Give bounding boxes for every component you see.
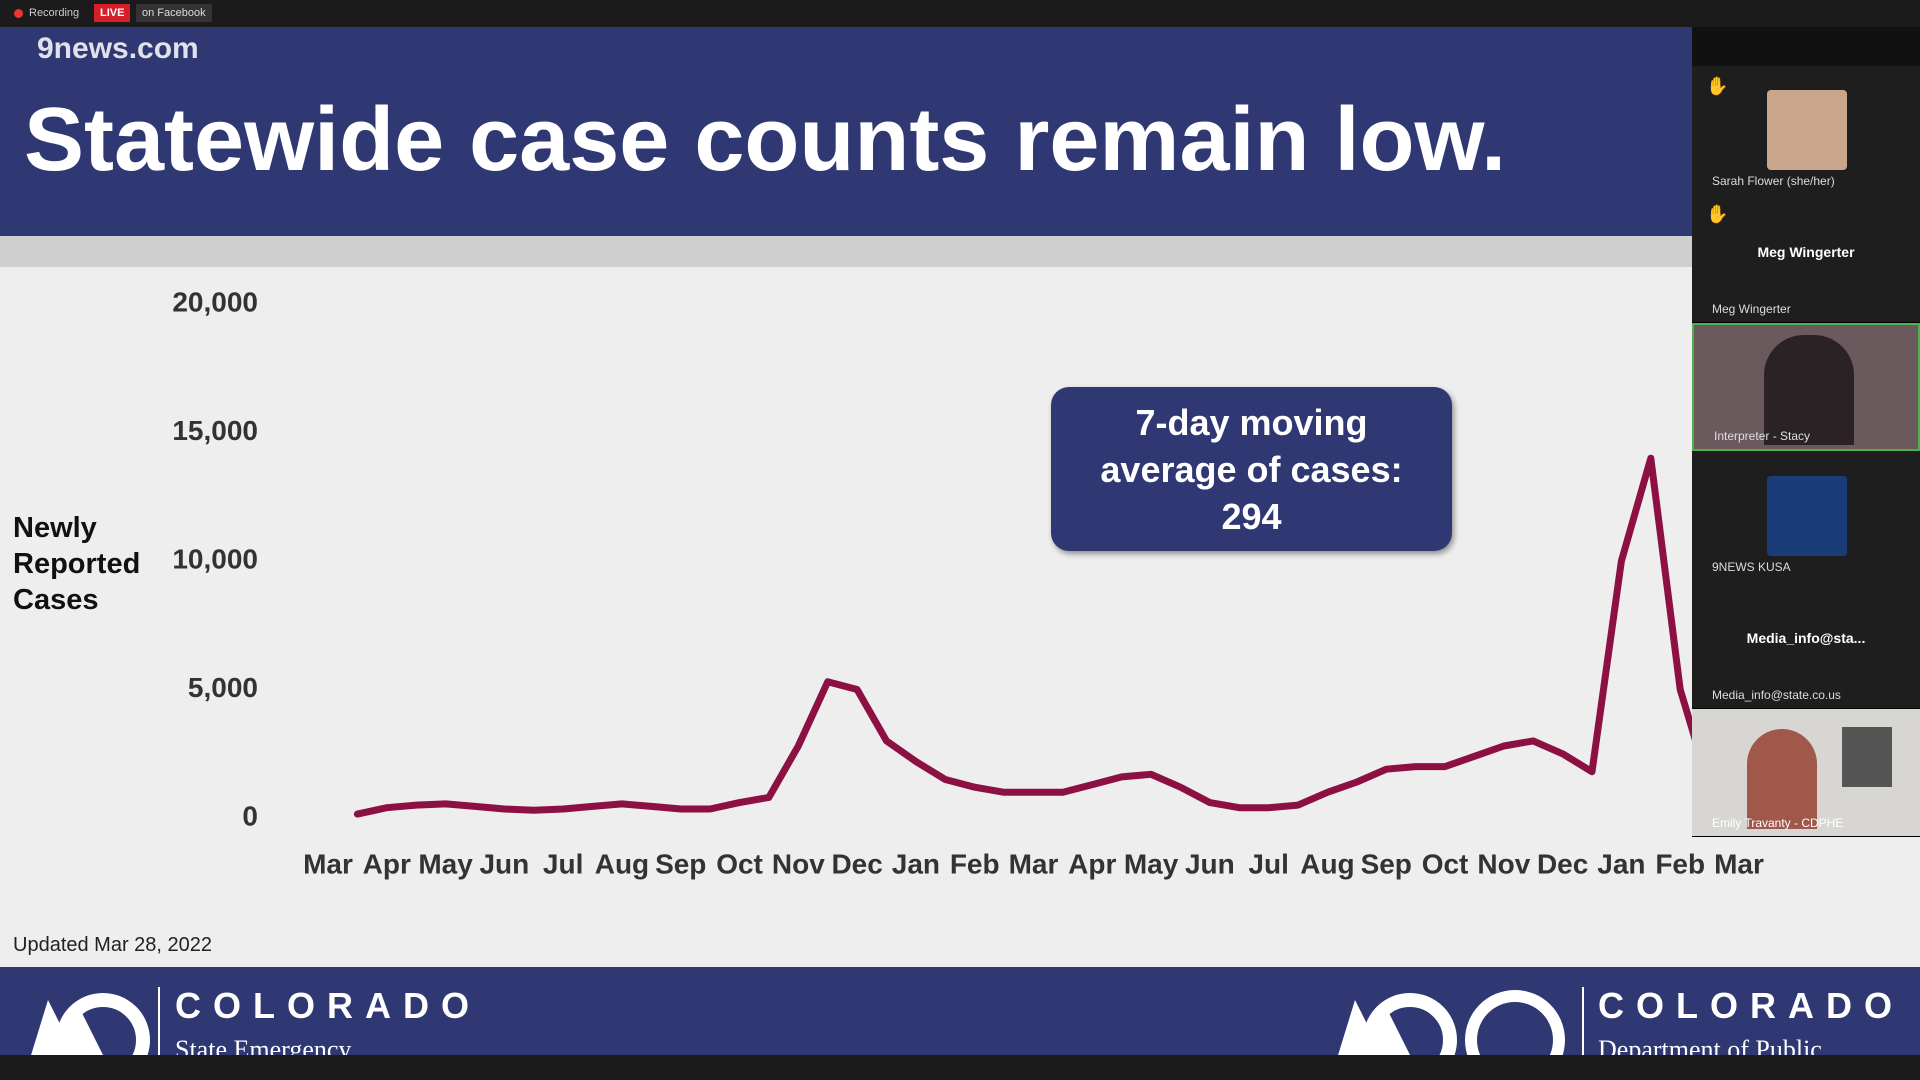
logos-right <box>1338 990 1565 1055</box>
bottom-bar <box>0 1055 1920 1080</box>
title-banner: Statewide case counts remain low. <box>0 27 1692 236</box>
x-tick-label: Nov <box>772 848 825 879</box>
participant-tile[interactable]: Emily Travanty - CDPHE <box>1692 709 1920 837</box>
participant-name: Interpreter - Stacy <box>1714 429 1811 443</box>
participant-tile[interactable]: ✋ Meg Wingerter Meg Wingerter <box>1692 194 1920 323</box>
avatar <box>1767 476 1847 556</box>
participant-display: Meg Wingerter <box>1757 244 1855 260</box>
footer-right-sub: Department of Public <box>1598 1035 1822 1055</box>
participant-name: Meg Wingerter <box>1712 302 1791 316</box>
x-tick-label: Feb <box>1655 848 1705 879</box>
x-tick-label: Jul <box>1248 848 1288 879</box>
participant-name: Media_info@state.co.us <box>1712 688 1841 702</box>
annotation-box: 7-day moving average of cases: 294 <box>1051 387 1452 551</box>
updated-note: Updated Mar 28, 2022 <box>13 934 213 956</box>
x-tick-label: Feb <box>950 848 1000 879</box>
x-tick-label: Apr <box>1068 848 1116 879</box>
x-tick-label: Sep <box>1361 848 1412 879</box>
x-tick-label: Jan <box>892 848 940 879</box>
chart-area <box>0 267 1920 967</box>
x-tick-label: Jan <box>1597 848 1645 879</box>
x-tick-label: Dec <box>1537 848 1588 879</box>
x-tick-label: Dec <box>831 848 882 879</box>
annotation: 7-day moving average of cases: 294 <box>1100 401 1403 537</box>
x-tick-label: Mar <box>1009 848 1059 879</box>
y-tick-label: 10,000 <box>172 543 258 574</box>
footer-right-name: COLORADO <box>1598 985 1904 1026</box>
x-tick-label: Oct <box>1422 848 1469 879</box>
y-tick-label: 5,000 <box>188 672 258 703</box>
x-tick-label: Jun <box>479 848 529 879</box>
x-tick-label: Jun <box>1185 848 1235 879</box>
x-tick-label: Jul <box>543 848 583 879</box>
participant-tile[interactable]: ✋ Sarah Flower (she/her) <box>1692 66 1920 195</box>
video <box>1747 729 1817 829</box>
participant-tile[interactable]: Media_info@sta... Media_info@state.co.us <box>1692 580 1920 709</box>
separator <box>1582 987 1584 1055</box>
record-dot <box>14 9 23 18</box>
x-tick-label: Aug <box>595 848 649 879</box>
x-tick-label: Mar <box>1714 848 1764 879</box>
x-tick-label: May <box>1124 848 1179 879</box>
x-tick-label: Aug <box>1300 848 1354 879</box>
x-tick-label: Nov <box>1477 848 1530 879</box>
raised-hand: ✋ <box>1706 76 1729 96</box>
y-tick-label: 20,000 <box>172 286 258 317</box>
top-bar: Recording LIVE on Facebook <box>0 0 1920 27</box>
separator <box>158 987 160 1055</box>
x-tick-label: Sep <box>655 848 706 879</box>
participant-name: Emily Travanty - CDPHE <box>1712 816 1844 830</box>
raised-hand: ✋ <box>1706 204 1729 224</box>
logo <box>31 993 150 1055</box>
footer-banner: COLORADO State Emergency COLORADO Depart… <box>0 967 1920 1055</box>
participant-name: 9NEWS KUSA <box>1712 560 1791 574</box>
video <box>1842 727 1892 787</box>
video <box>1764 335 1854 445</box>
slide-title: Statewide case counts remain low. <box>24 90 1507 190</box>
footer-left-sub: State Emergency <box>175 1035 352 1055</box>
x-tick-label: Mar <box>303 848 353 879</box>
y-tick-label: 0 <box>242 800 258 831</box>
live-badge: LIVE <box>94 4 131 22</box>
y-tick-label: 15,000 <box>172 415 258 446</box>
participant-display: Media_info@sta... <box>1746 630 1866 646</box>
x-tick-label: Apr <box>363 848 411 879</box>
facebook-button[interactable]: on Facebook <box>136 4 212 22</box>
footer-left-name: COLORADO <box>175 985 481 1026</box>
data-line <box>353 454 1743 818</box>
avatar <box>1767 90 1847 170</box>
participant-tile[interactable]: 9NEWS KUSA <box>1692 452 1920 581</box>
recording: Recording <box>29 7 80 19</box>
participant-tile[interactable]: Interpreter - Stacy <box>1692 323 1920 451</box>
x-tick-label: Oct <box>716 848 763 879</box>
y-axis-title: Newly Reported Cases <box>13 512 141 616</box>
participant-name: Sarah Flower (she/her) <box>1712 174 1835 188</box>
x-tick-label: May <box>418 848 473 879</box>
watermark: 9news.com <box>37 32 199 65</box>
